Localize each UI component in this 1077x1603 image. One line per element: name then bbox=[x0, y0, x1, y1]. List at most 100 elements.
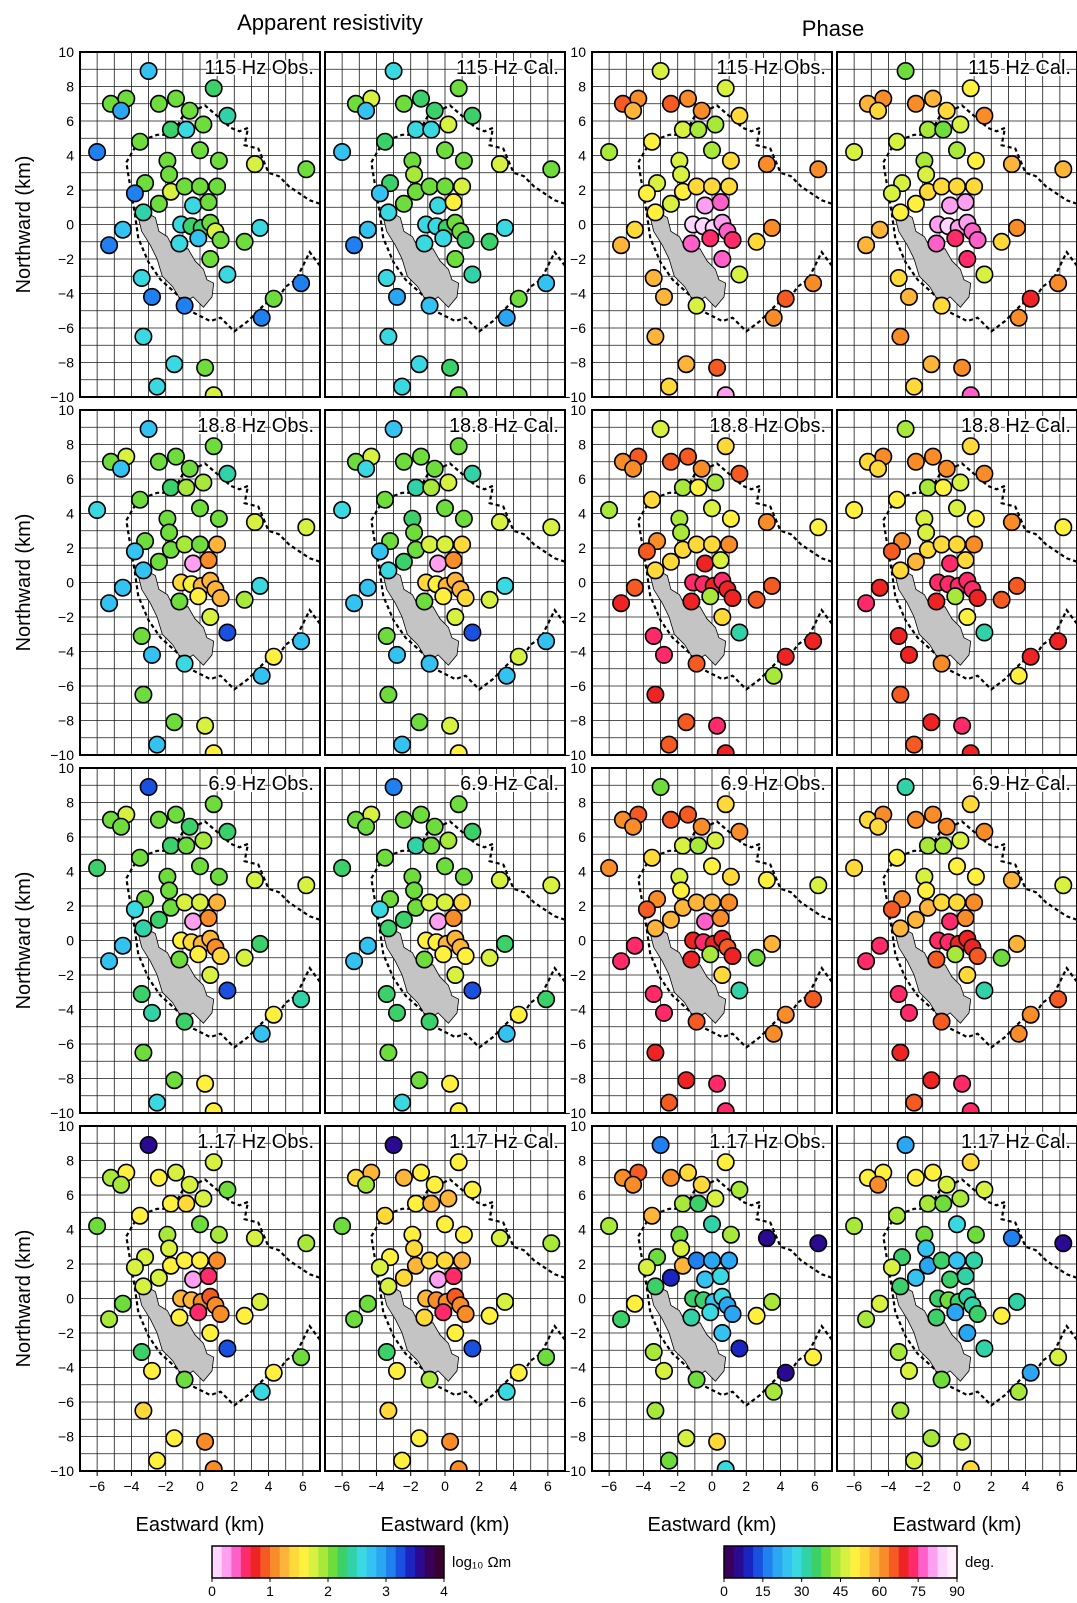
station-marker bbox=[958, 608, 977, 627]
map-panel: 6.9 Hz Cal. bbox=[324, 767, 566, 1114]
station-marker bbox=[992, 948, 1011, 967]
panel-label: 115 Hz Cal. bbox=[968, 57, 1071, 79]
station-marker bbox=[379, 1277, 398, 1296]
station-marker bbox=[961, 386, 980, 397]
station-marker bbox=[682, 592, 701, 611]
station-marker bbox=[804, 990, 823, 1009]
station-marker bbox=[1054, 160, 1073, 179]
map-panel: 115 Hz Cal. bbox=[324, 51, 566, 398]
station-marker bbox=[420, 177, 439, 196]
station-marker bbox=[713, 1324, 732, 1343]
station-marker bbox=[125, 1258, 144, 1277]
station-marker bbox=[209, 151, 228, 170]
y-tick-label: 6 bbox=[66, 471, 74, 487]
station-marker bbox=[211, 231, 230, 250]
station-marker bbox=[918, 836, 937, 855]
y-tick-label: −2 bbox=[570, 1325, 586, 1341]
station-marker bbox=[194, 115, 213, 134]
y-axis-label: Northward (km) bbox=[13, 514, 35, 652]
station-marker bbox=[716, 79, 735, 98]
station-marker bbox=[757, 1229, 776, 1248]
station-marker bbox=[716, 795, 735, 814]
station-marker bbox=[720, 1251, 739, 1270]
map-panel: 18.8 Hz Cal. bbox=[324, 409, 566, 756]
x-tick-label: 6 bbox=[544, 1478, 552, 1494]
station-marker bbox=[961, 744, 980, 755]
station-marker bbox=[845, 859, 864, 878]
y-tick-label: 4 bbox=[66, 506, 74, 522]
y-tick-label: 6 bbox=[578, 1187, 586, 1203]
colorbar-swatch bbox=[337, 1546, 348, 1578]
station-marker bbox=[932, 1251, 951, 1270]
station-marker bbox=[651, 420, 670, 438]
station-marker bbox=[948, 535, 967, 554]
station-marker bbox=[345, 952, 364, 971]
station-marker bbox=[696, 1270, 715, 1289]
station-marker bbox=[961, 1102, 980, 1113]
panel-frame bbox=[591, 767, 833, 1114]
x-tick-label: −4 bbox=[635, 1478, 651, 1494]
station-marker bbox=[170, 234, 189, 253]
station-marker bbox=[453, 177, 472, 196]
station-marker bbox=[191, 177, 210, 196]
panel-frame bbox=[324, 767, 566, 1114]
y-tick-label: 0 bbox=[66, 575, 74, 591]
station-marker bbox=[975, 1180, 994, 1199]
station-marker bbox=[932, 893, 951, 912]
station-marker bbox=[747, 1306, 766, 1325]
station-marker bbox=[453, 1251, 472, 1270]
y-tick-label: −10 bbox=[562, 1105, 586, 1121]
station-marker bbox=[624, 459, 643, 478]
station-marker bbox=[449, 79, 468, 98]
station-marker bbox=[624, 817, 643, 836]
colorbar-swatch bbox=[850, 1546, 861, 1578]
station-marker bbox=[377, 627, 396, 646]
station-marker bbox=[429, 1270, 448, 1289]
station-marker bbox=[490, 871, 509, 890]
station-marker bbox=[149, 1168, 168, 1187]
station-marker bbox=[357, 817, 376, 836]
station-marker bbox=[509, 1363, 528, 1382]
y-tick-label: 10 bbox=[58, 760, 74, 776]
y-tick-label: 8 bbox=[578, 79, 586, 95]
colorbar-swatch bbox=[221, 1546, 232, 1578]
station-marker bbox=[906, 1268, 925, 1287]
station-marker bbox=[125, 900, 144, 919]
y-tick-label: −10 bbox=[50, 747, 74, 763]
station-marker bbox=[764, 666, 783, 685]
station-marker bbox=[370, 184, 389, 203]
y-tick-label: −6 bbox=[58, 320, 74, 336]
station-marker bbox=[358, 1294, 377, 1313]
station-marker bbox=[201, 966, 220, 985]
station-marker bbox=[379, 1043, 398, 1062]
station-marker bbox=[612, 1310, 631, 1329]
station-marker bbox=[723, 589, 742, 608]
station-marker bbox=[454, 1225, 473, 1244]
station-marker bbox=[1009, 308, 1028, 327]
station-marker bbox=[375, 1206, 394, 1225]
station-marker bbox=[204, 744, 223, 755]
station-marker bbox=[882, 184, 901, 203]
station-marker bbox=[420, 1370, 439, 1389]
station-marker bbox=[112, 101, 131, 120]
station-marker bbox=[918, 1194, 937, 1213]
x-tick-label: −2 bbox=[403, 1478, 419, 1494]
x-tick-label: 0 bbox=[441, 1478, 449, 1494]
station-marker bbox=[644, 1343, 663, 1362]
station-marker bbox=[497, 308, 516, 327]
station-marker bbox=[953, 1074, 972, 1093]
station-marker bbox=[406, 836, 425, 855]
colorbar-swatch bbox=[772, 1546, 783, 1578]
volcano-edifice bbox=[382, 568, 460, 666]
station-marker bbox=[672, 881, 691, 900]
station-marker bbox=[689, 478, 708, 497]
station-marker bbox=[394, 910, 413, 929]
station-marker bbox=[711, 909, 730, 928]
station-marker bbox=[934, 120, 953, 139]
station-marker bbox=[654, 1003, 673, 1022]
station-marker bbox=[358, 578, 377, 597]
station-marker bbox=[177, 478, 196, 497]
station-marker bbox=[394, 194, 413, 213]
station-marker bbox=[132, 1343, 151, 1362]
station-marker bbox=[149, 94, 168, 113]
